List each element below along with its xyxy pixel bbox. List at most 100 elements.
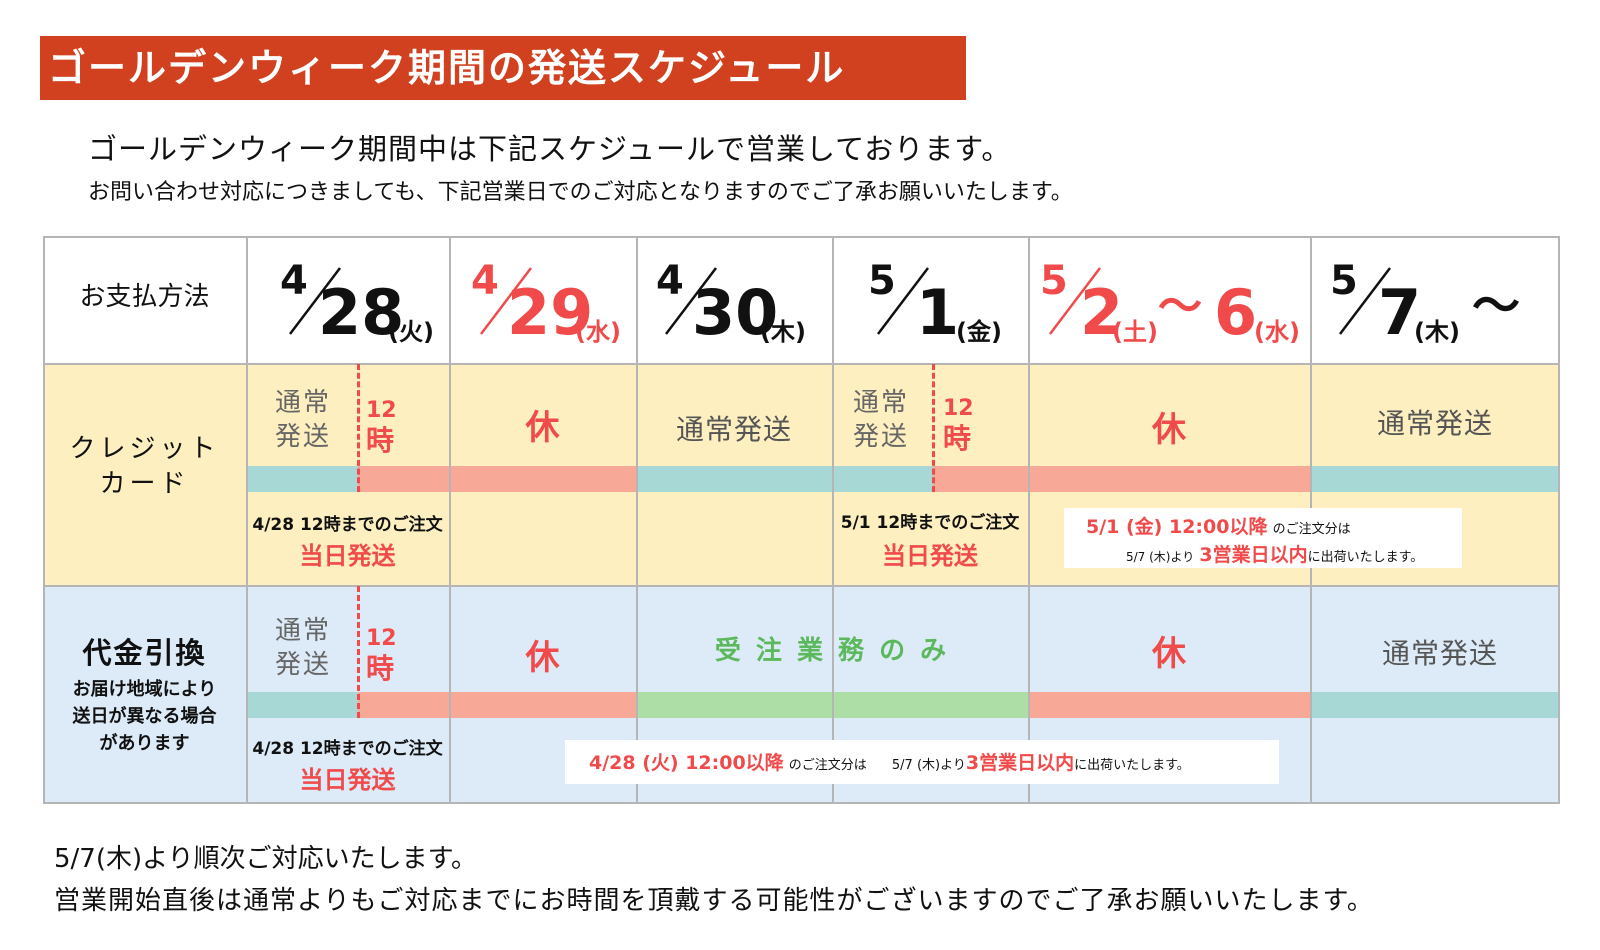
credit-0501-cutoff: 5/1 12時までのご注文 [840, 513, 1020, 533]
date-weekday: (木) [1414, 318, 1460, 346]
date-day: 1 [916, 276, 960, 349]
credit-card-label: クレジット カード [43, 432, 246, 502]
cod-0507-normal: 通常発送 [1381, 637, 1498, 670]
grid-line [43, 363, 1560, 365]
note-text: のご注文分は [788, 758, 867, 773]
date-open-tilde: ～ [1472, 278, 1521, 334]
intro-line-1: ゴールデンウィーク期間中は下記スケジュールで営業しております。 [88, 132, 1012, 166]
grid-line [43, 585, 1560, 587]
credit-0430-normal: 通常発送 [675, 413, 792, 446]
note-days: 3営業日以内 [1199, 544, 1308, 566]
text-line: 発送 [274, 422, 331, 452]
date-weekday: (金) [956, 318, 1002, 346]
date-weekday: (火) [388, 318, 434, 346]
noon-number: 12 [366, 398, 397, 423]
date-slash [1049, 267, 1101, 335]
payment-method-header: お支払方法 [79, 282, 210, 312]
credit-0428-noon: 12 時 [366, 398, 397, 458]
note-days: 3営業日以内 [965, 752, 1075, 774]
cod-sub-line: があります [99, 733, 190, 754]
credit-band-normal [636, 466, 933, 492]
date-header-0429: 4 29 (水) [449, 236, 636, 363]
text-line: 通常 [852, 388, 909, 418]
noon-cutoff-line [357, 586, 360, 718]
date-weekday: (水) [575, 318, 621, 346]
date-header-0430: 4 30 (木) [636, 236, 832, 363]
noon-unit: 時 [366, 652, 395, 686]
note-cutoff-time: 5/1 (金) 12:00以降 [1086, 516, 1268, 538]
credit-card-label-line1: クレジット [69, 434, 220, 464]
cod-band-normal [1310, 692, 1560, 718]
credit-0507-normal: 通常発送 [1376, 407, 1493, 440]
cod-0502-closed: 休 [1152, 634, 1186, 674]
cod-band-closed [358, 692, 636, 718]
date-header-0502-0506: 5 2 (土) ～ 6 (水) [1028, 236, 1310, 363]
credit-0501-noon: 12 時 [943, 396, 974, 456]
noon-number: 12 [366, 626, 397, 651]
text-line: 通常 [274, 388, 331, 418]
shipping-schedule-table: お支払方法 4 28 (火) 4 29 (水) 4 30 (木) 5 1 (金)… [43, 236, 1560, 824]
date-weekday: (土) [1112, 318, 1158, 346]
grid-line [832, 236, 834, 804]
date-slash [1339, 267, 1391, 335]
grid-line [246, 236, 248, 804]
grid-line [43, 802, 1560, 804]
note-text: に出荷いたします。 [1307, 550, 1424, 565]
credit-0429-closed: 休 [525, 408, 560, 448]
grid-line [449, 236, 451, 804]
grid-line [1558, 236, 1560, 804]
noon-unit: 時 [943, 422, 972, 456]
text-line: 通常 [274, 616, 331, 646]
date-header-0428: 4 28 (火) [246, 236, 449, 363]
credit-0428-cutoff: 4/28 12時までのご注文 [252, 515, 443, 535]
credit-0428-normal-short: 通常 発送 [263, 386, 343, 454]
cod-sub-label: お届け地域により 送日が異なる場合 があります [43, 676, 246, 757]
credit-0501-normal-short: 通常 発送 [841, 386, 921, 454]
date-month: 5 [1330, 258, 1358, 304]
note-text: のご注文分は [1272, 522, 1351, 537]
date-day: 28 [318, 276, 405, 349]
date-slash [480, 267, 532, 335]
credit-0501-same-day: 当日発送 [882, 542, 978, 570]
credit-shipping-note: 5/1 (金) 12:00以降 のご注文分は 5/7 (木)より 3営業日以内に… [1064, 508, 1462, 568]
note-date: 5/7 (木)より [891, 758, 966, 773]
date-header-0501: 5 1 (金) [832, 236, 1028, 363]
date-month: 4 [656, 258, 684, 304]
grid-line [636, 236, 638, 804]
credit-card-label-line2: カード [99, 469, 190, 500]
note-date: 5/7 (木)より [1126, 550, 1195, 564]
cod-0428-cutoff: 4/28 12時までのご注文 [252, 739, 443, 759]
date-end-weekday: (水) [1254, 318, 1300, 346]
date-slash [289, 267, 341, 335]
date-range-tilde: ～ [1158, 281, 1202, 332]
date-slash [665, 267, 717, 335]
date-header-0507: 5 7 (木) ～ [1310, 236, 1560, 363]
date-weekday: (木) [760, 318, 806, 346]
date-day: 30 [692, 276, 779, 349]
footer-line-1: 5/7(木)より順次ご対応いたします。 [54, 844, 478, 874]
noon-cutoff-line [932, 364, 935, 492]
cod-sub-line: お届け地域により [72, 679, 217, 700]
cod-band-normal [246, 692, 358, 718]
date-day: 2 [1080, 276, 1124, 349]
cod-sub-line: 送日が異なる場合 [72, 706, 217, 727]
date-month: 4 [280, 258, 308, 304]
credit-band-closed [358, 466, 636, 492]
cod-orders-only: 受 注 業 務 の み [714, 636, 950, 666]
credit-band-closed [933, 466, 1310, 492]
date-month: 5 [1040, 258, 1068, 304]
intro-line-2: お問い合わせ対応につきましても、下記営業日でのご対応となりますのでご了承お願いい… [88, 180, 1073, 205]
date-day: 29 [507, 276, 594, 349]
grid-line [1028, 236, 1030, 804]
date-slash [877, 267, 929, 335]
credit-band-normal [246, 466, 358, 492]
text-line: 発送 [274, 650, 331, 680]
cod-0429-closed: 休 [525, 638, 560, 678]
cod-shipping-note: 4/28 (火) 12:00以降 のご注文分は 5/7 (木)より3営業日以内に… [565, 740, 1279, 784]
note-text: に出荷いたします。 [1074, 758, 1190, 773]
page-title: ゴールデンウィーク期間の発送スケジュール [40, 36, 966, 100]
credit-band-normal [1310, 466, 1560, 492]
noon-number: 12 [943, 396, 974, 421]
cod-0428-same-day: 当日発送 [299, 766, 396, 794]
cod-band-closed [1028, 692, 1310, 718]
